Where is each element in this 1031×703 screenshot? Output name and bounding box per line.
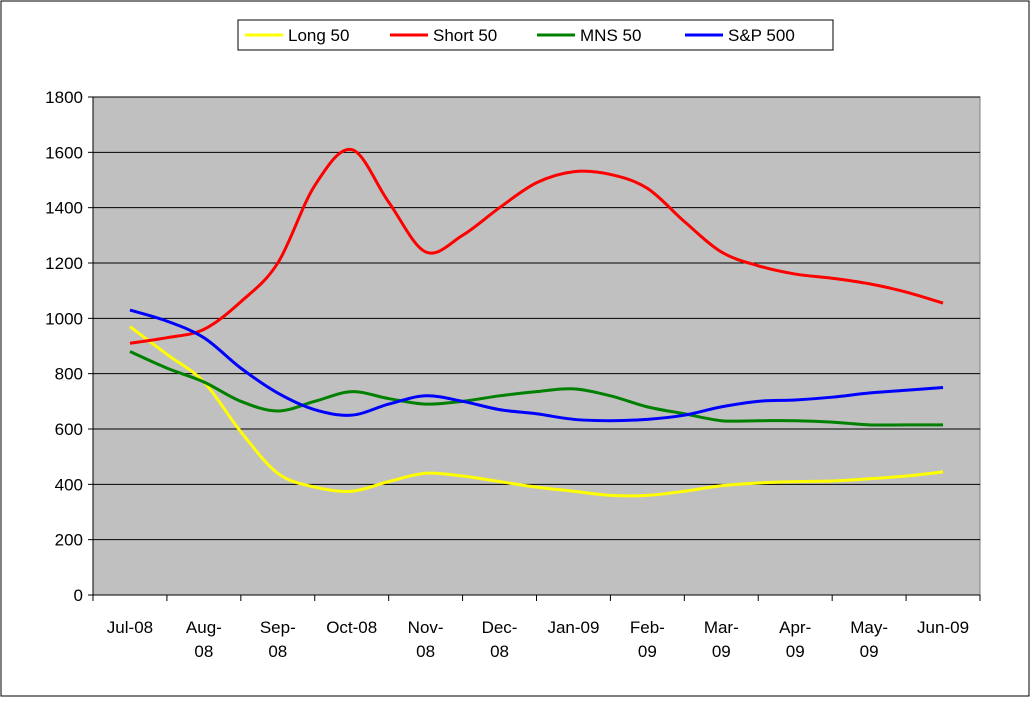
y-tick-label: 0	[74, 586, 83, 605]
y-tick-label: 200	[55, 531, 83, 550]
x-tick-label: Apr-09	[779, 618, 811, 661]
x-tick-label: Sep-08	[260, 618, 296, 661]
x-tick-label: Oct-08	[326, 618, 377, 637]
legend-label: Long 50	[288, 26, 349, 45]
series-line	[129, 148, 944, 345]
x-tick-label: Dec-08	[482, 618, 518, 661]
x-tick-label: Jul-08	[107, 618, 153, 637]
y-tick-label: 400	[55, 475, 83, 494]
x-tick-label: Mar-09	[704, 618, 739, 661]
x-tick-label: Jan-09	[547, 618, 599, 637]
legend-label: MNS 50	[580, 26, 641, 45]
series-line	[129, 308, 944, 423]
y-tick-label: 600	[55, 420, 83, 439]
plot-area	[92, 96, 981, 596]
y-tick-label: 1400	[45, 199, 83, 218]
legend-box	[237, 19, 834, 51]
y-tick-label: 1800	[45, 88, 83, 107]
legend-label: Short 50	[433, 26, 497, 45]
x-tick-label: Jun-09	[917, 618, 969, 637]
series-line	[129, 350, 944, 427]
y-tick-label: 800	[55, 365, 83, 384]
x-tick-label: Nov-08	[408, 618, 444, 661]
y-tick-label: 1200	[45, 254, 83, 273]
y-tick-label: 1000	[45, 309, 83, 328]
y-tick-label: 1600	[45, 143, 83, 162]
x-tick-label: Aug-08	[186, 618, 222, 661]
legend-label: S&P 500	[728, 26, 795, 45]
x-tick-label: Feb-09	[630, 618, 665, 661]
series-line	[129, 325, 944, 498]
x-tick-label: May-09	[850, 618, 888, 661]
